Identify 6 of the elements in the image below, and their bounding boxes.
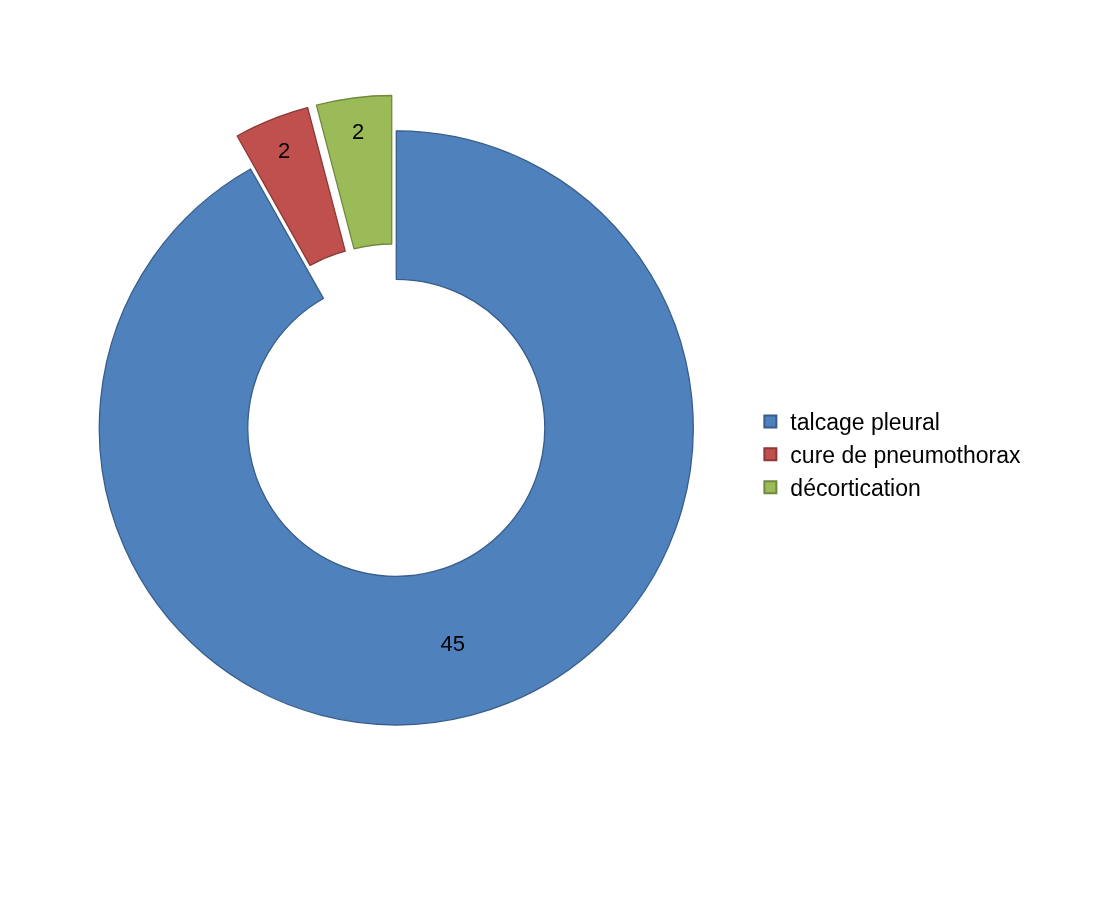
legend-label: talcage pleural bbox=[790, 409, 940, 436]
data-label: 2 bbox=[277, 138, 291, 164]
legend-label: décortication bbox=[790, 475, 921, 502]
legend-label: cure de pneumothorax bbox=[790, 442, 1022, 469]
data-label: 45 bbox=[440, 630, 466, 656]
data-label: 2 bbox=[351, 118, 365, 144]
